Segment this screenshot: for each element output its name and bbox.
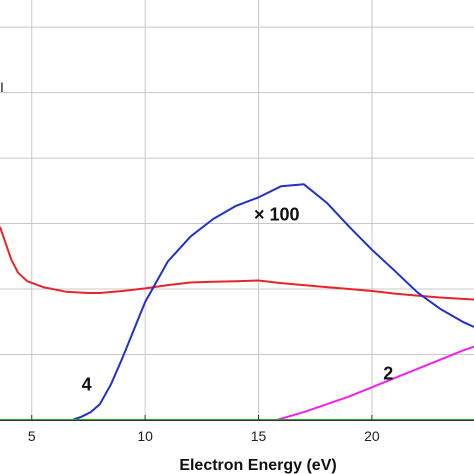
annotations: × 100 4 2: [82, 204, 394, 394]
series-line-2: [276, 345, 474, 421]
grid-lines: [0, 0, 474, 420]
series-lines: [0, 183, 474, 421]
series-line-1: [72, 183, 474, 421]
x-tick-label: 15: [251, 428, 267, 444]
x-tick-label: 20: [364, 428, 380, 444]
x-tick-label: 10: [137, 428, 153, 444]
x-axis-label: Electron Energy (eV): [179, 457, 336, 474]
annotation-label-0: × 100: [254, 204, 300, 224]
edge-mark-label: I: [0, 79, 4, 95]
series-line-0: [0, 226, 474, 301]
x-axis: 5 10 15 20: [0, 415, 474, 444]
annotation-label-2: 2: [383, 363, 393, 383]
annotation-label-1: 4: [82, 375, 92, 395]
x-tick-label: 5: [28, 428, 36, 444]
